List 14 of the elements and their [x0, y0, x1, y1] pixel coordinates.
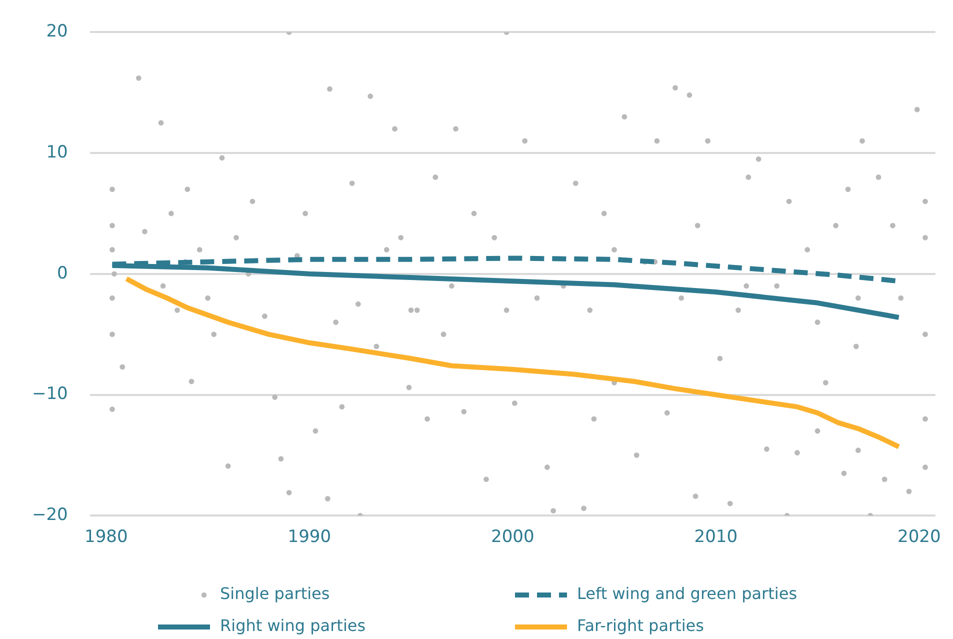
x-tick-label: 1990: [288, 527, 332, 548]
y-tick-label: −10: [32, 384, 68, 404]
y-tick-label: 0: [57, 263, 68, 284]
legend-label: Right wing parties: [220, 616, 366, 636]
legend-label: Single parties: [220, 584, 330, 604]
y-tick-label: 20: [46, 22, 68, 42]
x-tick-label: 2020: [898, 527, 941, 548]
y-tick-label: −20: [32, 505, 68, 526]
legend-label: Far-right parties: [577, 616, 704, 636]
x-tick-label: 2000: [491, 527, 534, 548]
x-tick-label: 2010: [694, 527, 738, 548]
x-tick-label: 1980: [84, 527, 128, 548]
y-tick-label: 10: [46, 142, 68, 162]
legend-label: Left wing and green parties: [577, 584, 798, 604]
